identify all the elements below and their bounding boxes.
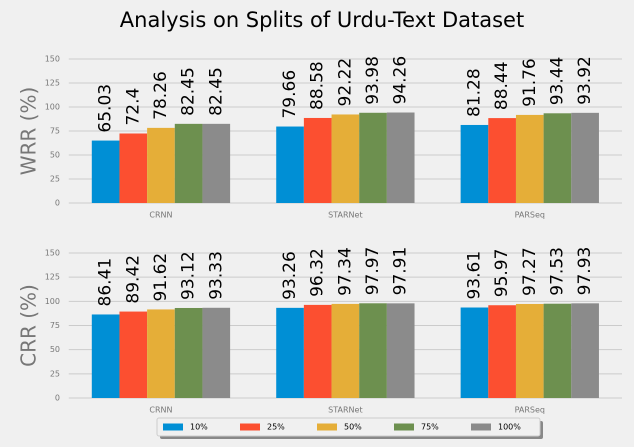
bar: [276, 126, 304, 203]
data-label: 93.12: [179, 251, 199, 300]
bar: [515, 114, 544, 203]
x-tick-label: CRNN: [149, 406, 172, 415]
legend-swatch: [240, 423, 260, 431]
data-label: 81.28: [464, 68, 484, 117]
bar: [303, 304, 332, 398]
y-tick-label: 25: [50, 369, 60, 378]
y-tick-label: 125: [45, 79, 60, 88]
bar: [543, 113, 572, 203]
y-tick-label: 100: [45, 103, 60, 112]
y-axis-label: CRR (%): [17, 284, 41, 367]
data-label: 97.27: [520, 247, 540, 296]
data-label: 86.41: [96, 258, 116, 307]
data-label: 79.66: [280, 70, 300, 119]
bar: [571, 303, 599, 398]
data-label: 91.76: [520, 58, 540, 107]
bar: [386, 112, 415, 203]
bar: [276, 307, 304, 398]
data-label: 82.45: [206, 67, 226, 116]
bar: [488, 118, 516, 203]
legend-swatch: [163, 423, 183, 431]
data-label: 93.44: [547, 57, 567, 106]
legend-swatch: [471, 423, 491, 431]
data-label: 91.62: [151, 253, 171, 302]
bar: [91, 140, 120, 203]
data-label: 94.26: [391, 56, 411, 105]
data-label: 93.92: [575, 56, 595, 105]
y-tick-label: 50: [50, 345, 60, 354]
data-label: 96.32: [308, 248, 328, 297]
data-label: 72.4: [123, 88, 143, 126]
bar: [303, 117, 332, 203]
data-label: 97.34: [335, 247, 355, 296]
data-label: 93.33: [206, 251, 226, 300]
data-label: 95.97: [492, 249, 512, 298]
legend-label: 10%: [190, 423, 208, 432]
y-tick-label: 75: [50, 127, 60, 136]
bar: [147, 309, 175, 398]
bar: [460, 307, 489, 398]
data-label: 78.26: [151, 71, 171, 120]
data-label: 97.93: [575, 247, 595, 296]
x-tick-label: PARSeq: [515, 406, 545, 415]
bar: [488, 305, 516, 398]
legend-label: 50%: [344, 423, 362, 432]
data-label: 93.98: [363, 56, 383, 105]
x-tick-label: PARSeq: [515, 211, 545, 220]
bar: [359, 112, 387, 203]
legend-label: 75%: [421, 423, 439, 432]
data-label: 89.42: [123, 255, 143, 304]
y-tick-label: 25: [50, 175, 60, 184]
bar: [147, 127, 175, 203]
y-tick-label: 100: [45, 297, 60, 306]
y-tick-label: 150: [45, 249, 60, 258]
legend-swatch: [394, 423, 414, 431]
bar: [119, 311, 148, 398]
legend-label: 25%: [267, 423, 285, 432]
bar: [331, 114, 360, 203]
bar: [202, 307, 231, 398]
bar: [202, 123, 231, 203]
data-label: 65.03: [96, 84, 116, 133]
data-label: 97.97: [363, 247, 383, 296]
data-label: 93.61: [464, 251, 484, 300]
bar: [174, 307, 203, 398]
y-tick-label: 0: [55, 199, 60, 208]
bar: [571, 112, 599, 203]
data-label: 92.22: [335, 58, 355, 107]
bar: [543, 303, 572, 398]
x-tick-label: STARNet: [328, 211, 362, 220]
data-label: 93.26: [280, 251, 300, 300]
y-tick-label: 0: [55, 394, 60, 403]
bar: [174, 123, 203, 203]
y-axis-label: WRR (%): [17, 87, 41, 176]
x-tick-label: CRNN: [149, 211, 172, 220]
bar: [359, 303, 387, 398]
data-label: 82.45: [179, 67, 199, 116]
legend-label: 100%: [498, 423, 521, 432]
bar: [119, 133, 148, 203]
y-tick-label: 75: [50, 321, 60, 330]
bar: [331, 303, 360, 398]
y-tick-label: 125: [45, 273, 60, 282]
data-label: 97.91: [391, 247, 411, 296]
x-tick-label: STARNet: [328, 406, 362, 415]
bar: [386, 303, 415, 398]
legend-box: [156, 417, 541, 437]
data-label: 88.44: [492, 61, 512, 110]
chart-title: Analysis on Splits of Urdu-Text Dataset: [120, 8, 524, 32]
bar: [91, 314, 120, 398]
data-label: 97.53: [547, 247, 567, 296]
bar: [515, 303, 544, 398]
data-label: 88.58: [308, 61, 328, 110]
y-tick-label: 50: [50, 151, 60, 160]
legend-swatch: [317, 423, 337, 431]
y-tick-label: 150: [45, 55, 60, 64]
bar: [460, 124, 489, 203]
